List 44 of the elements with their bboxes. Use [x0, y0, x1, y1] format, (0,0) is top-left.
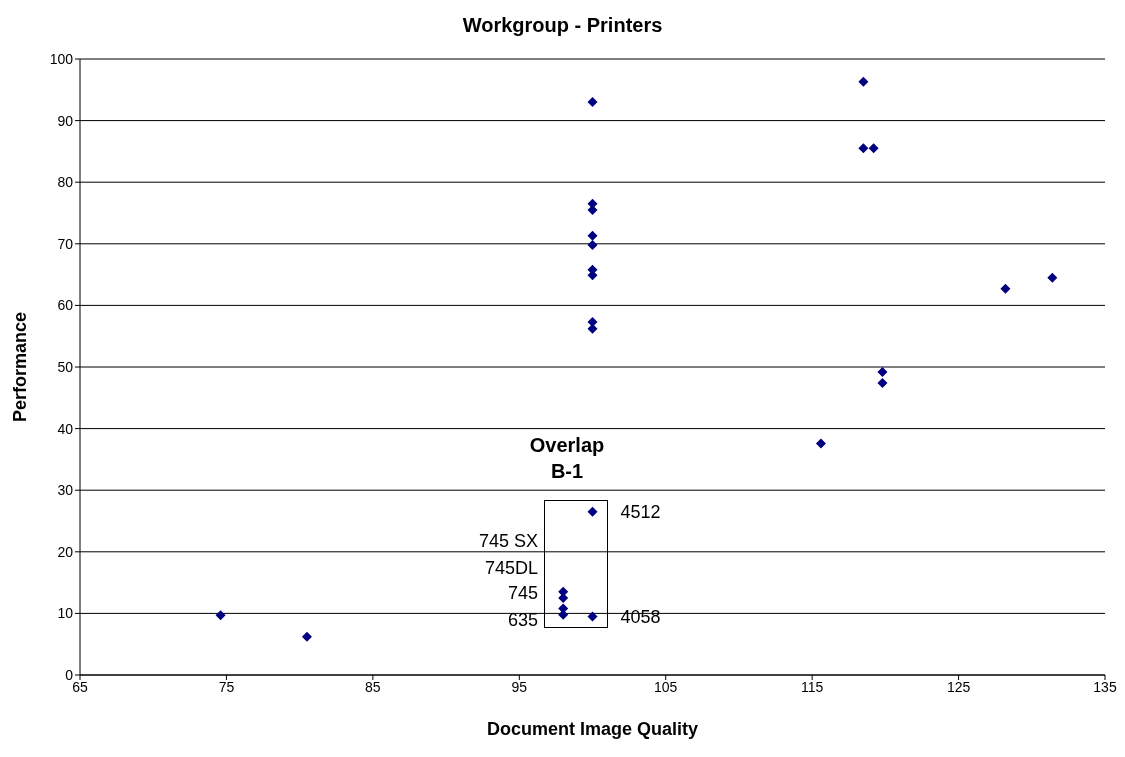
- point: [858, 76, 869, 87]
- x-tick-label: 105: [654, 678, 678, 695]
- x-tick-label: 75: [218, 678, 235, 695]
- y-axis-title: Performance: [10, 311, 31, 423]
- point: [215, 610, 226, 621]
- annotation: 745: [506, 582, 538, 605]
- chart-title: Workgroup - Printers: [461, 14, 664, 37]
- annotation: 4512: [620, 502, 661, 523]
- y-tick-label: 50: [57, 358, 74, 375]
- annotation: 745DL: [483, 557, 538, 580]
- point: [1047, 272, 1058, 283]
- x-tick-label: 85: [365, 678, 381, 695]
- point: [301, 631, 312, 642]
- annotation: Overlap B-1: [528, 433, 606, 484]
- y-tick-label: 60: [57, 297, 74, 314]
- point: [868, 143, 879, 154]
- y-tick-label: 20: [57, 543, 74, 560]
- x-tick-label: 125: [946, 678, 971, 695]
- x-tick-label: 115: [800, 678, 824, 695]
- point: [858, 143, 869, 154]
- annotation: 635: [506, 609, 538, 632]
- y-tick-label: 70: [57, 235, 74, 252]
- x-axis-title: Document Image Quality: [486, 719, 699, 739]
- y-tick-label: 10: [57, 605, 74, 622]
- x-tick-label: 135: [1093, 678, 1117, 695]
- y-tick-label: 0: [65, 666, 74, 683]
- y-tick-label: 40: [57, 420, 74, 437]
- y-tick-label: 100: [49, 50, 74, 67]
- point: [587, 506, 598, 517]
- point: [558, 593, 569, 603]
- y-tick-label: 30: [57, 482, 74, 499]
- x-tick-label: 95: [511, 678, 528, 695]
- point: [587, 97, 598, 108]
- y-tick-label: 90: [57, 112, 74, 129]
- point: [815, 438, 826, 449]
- point: [587, 240, 598, 251]
- x-tick-label: 65: [72, 678, 88, 695]
- annotation: 745 SX: [477, 530, 538, 553]
- point: [587, 611, 598, 622]
- point: [587, 230, 598, 241]
- point: [877, 378, 888, 389]
- point: [877, 366, 888, 377]
- y-tick-label: 80: [57, 174, 74, 191]
- point: [1000, 283, 1011, 294]
